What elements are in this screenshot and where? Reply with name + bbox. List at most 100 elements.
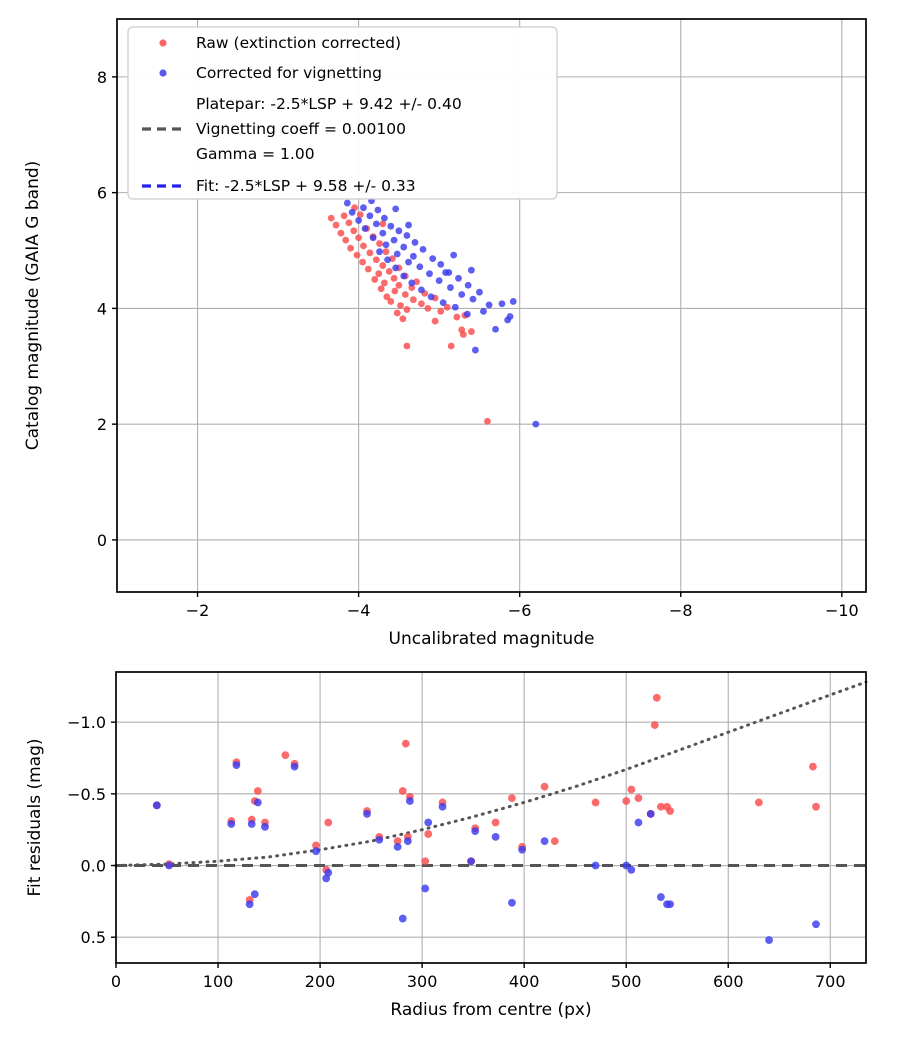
axes-spines — [115, 671, 867, 964]
legend-label-raw: Raw (extinction corrected) — [196, 34, 401, 52]
data-point — [377, 285, 385, 293]
data-point — [492, 325, 499, 333]
data-point — [366, 212, 374, 220]
axes-fit-residuals: 0 100 200 300 400 500 600 700 0.5 0.0 −0.5 −1.0 Radi… — [25, 671, 868, 1020]
data-point — [509, 298, 517, 305]
data-point — [508, 794, 516, 803]
data-point — [347, 244, 354, 252]
data-point — [491, 818, 500, 827]
data-point — [627, 785, 636, 794]
data-point — [403, 837, 412, 846]
data-point — [281, 751, 290, 760]
data-point — [363, 810, 371, 818]
data-point — [498, 300, 506, 308]
legend-label-corrected: Corrected for vignetting — [196, 64, 382, 82]
data-point — [409, 252, 417, 260]
data-point — [451, 303, 459, 311]
data-point — [376, 248, 383, 256]
data-point — [469, 295, 477, 303]
data-point — [447, 342, 455, 350]
data-point — [232, 761, 241, 770]
data-point — [622, 797, 631, 805]
data-point — [332, 221, 340, 229]
data-point — [391, 287, 399, 295]
data-point — [464, 281, 472, 289]
xtick-label: 100 — [203, 972, 234, 991]
data-point — [411, 239, 419, 246]
data-point — [385, 267, 393, 275]
data-point — [424, 830, 433, 838]
xtick-label: −6 — [508, 601, 532, 620]
data-point — [372, 220, 380, 228]
data-point — [427, 293, 435, 301]
data-point — [666, 807, 674, 815]
data-point — [421, 857, 430, 866]
data-point — [380, 214, 388, 222]
data-point — [366, 249, 374, 257]
data-point — [353, 251, 361, 259]
data-point — [401, 739, 410, 748]
data-point — [809, 762, 817, 771]
data-point — [343, 199, 351, 207]
x-axis-label: Uncalibrated magnitude — [389, 629, 595, 649]
data-point — [152, 801, 161, 810]
gridlines — [116, 672, 866, 963]
data-point — [650, 721, 659, 729]
data-point — [458, 291, 466, 298]
data-point — [387, 298, 395, 305]
data-point — [345, 219, 353, 227]
data-point — [409, 296, 417, 304]
data-point — [397, 302, 404, 309]
data-point — [467, 328, 475, 335]
data-point — [437, 307, 445, 315]
data-point — [250, 890, 259, 899]
data-point — [350, 227, 358, 235]
xtick-label: 500 — [611, 972, 642, 991]
data-point — [392, 205, 400, 213]
xtick-label: 200 — [305, 972, 336, 991]
legend: Raw (extinction corrected) Corrected for … — [127, 26, 558, 200]
axes-spines — [116, 18, 867, 593]
xtick-label: 400 — [509, 972, 540, 991]
data-point — [405, 221, 412, 229]
data-point — [379, 220, 387, 228]
data-point — [372, 256, 380, 264]
data-point — [375, 270, 383, 278]
data-point — [438, 802, 447, 811]
data-point — [591, 861, 600, 870]
data-point — [491, 832, 500, 841]
data-point — [393, 250, 401, 258]
data-point — [416, 263, 424, 271]
data-point — [480, 307, 487, 315]
data-point — [418, 286, 425, 294]
data-point — [369, 234, 377, 242]
data-point — [429, 255, 437, 263]
data-point — [431, 317, 439, 325]
data-point — [443, 303, 451, 311]
xtick-label: 0 — [111, 972, 121, 991]
data-point — [467, 266, 475, 274]
xtick-label: −10 — [825, 601, 859, 620]
data-point — [361, 225, 369, 232]
data-point — [508, 898, 516, 907]
data-point — [550, 837, 559, 846]
data-point — [375, 835, 384, 844]
data-point — [324, 868, 333, 877]
data-point — [390, 274, 398, 282]
data-point — [395, 281, 403, 289]
data-points — [327, 197, 540, 428]
xtick-label: 600 — [713, 972, 744, 991]
legend-label-fit: Fit: -2.5*LSP + 9.58 +/- 0.33 — [196, 177, 416, 195]
xtick-label: 300 — [407, 972, 438, 991]
data-point — [383, 293, 391, 301]
data-point — [458, 326, 466, 334]
legend-marker-raw-icon — [159, 39, 167, 47]
data-point — [540, 782, 549, 791]
data-point — [337, 229, 345, 237]
data-point — [247, 820, 256, 828]
x-axis-label: Radius from centre (px) — [390, 1000, 591, 1020]
data-point — [450, 251, 458, 259]
data-point — [476, 288, 483, 296]
